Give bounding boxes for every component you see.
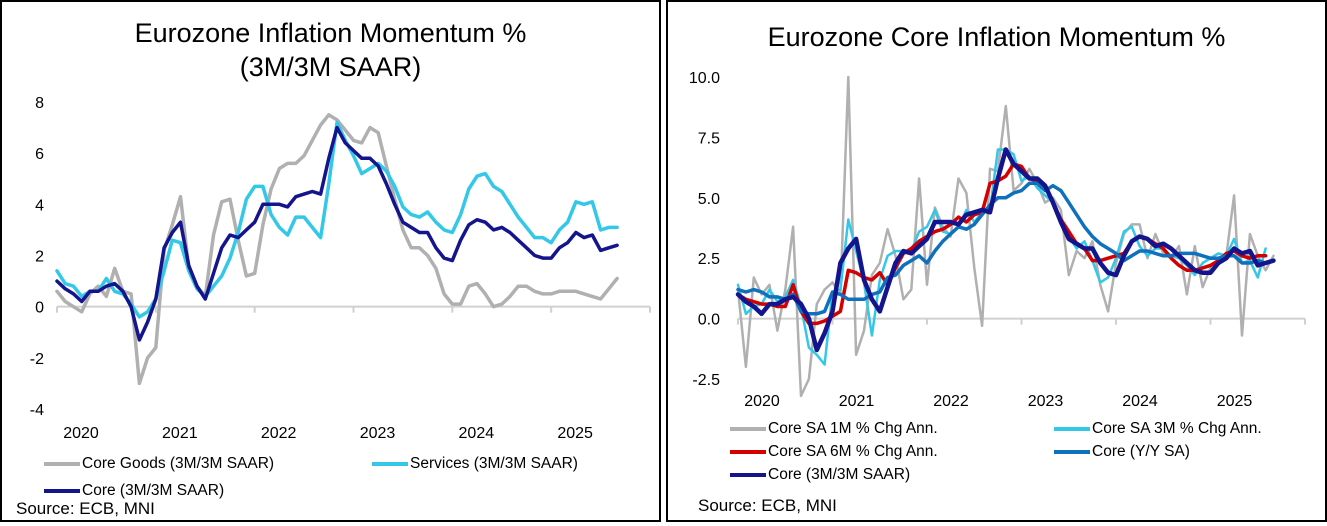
y-tick-label: 4 — [35, 197, 44, 214]
chart-title: Eurozone Core Inflation Momentum % — [767, 22, 1226, 52]
legend-swatch — [44, 462, 80, 466]
legend-label: Core SA 1M % Chg Ann. — [768, 420, 938, 437]
series-line-core-goods-3m-3m-saar — [55, 113, 619, 386]
y-tick-label: 7.5 — [698, 130, 720, 147]
chart-panel-left: Eurozone Inflation Momentum % (3M/3M SAA… — [0, 0, 661, 522]
chart-subtitle: (3M/3M SAAR) — [239, 52, 422, 82]
x-tick-label: 2025 — [1217, 393, 1253, 410]
series-line-core-sa-3m-chg-ann — [736, 148, 1267, 366]
y-tick-label: 2.5 — [698, 251, 720, 268]
chart-title: Eurozone Inflation Momentum % — [134, 18, 527, 48]
legend-item-core-yy: Core (Y/Y SA) — [1054, 443, 1190, 461]
x-tick-label: 2020 — [744, 393, 780, 410]
y-tick-label: 0.0 — [698, 312, 720, 329]
legend-swatch — [730, 450, 766, 454]
y-tick-label: 10.0 — [689, 70, 720, 87]
legend-swatch — [1054, 450, 1090, 454]
x-tick-label: 2023 — [1028, 393, 1064, 410]
series-line-core-3m-3m-saar — [735, 147, 1276, 353]
series-line-core-sa-6m-chg-ann — [736, 162, 1268, 326]
legend-label: Core (Y/Y SA) — [1092, 443, 1190, 460]
legend-label: Core Goods (3M/3M SAAR) — [82, 455, 275, 472]
y-tick-label: -2.5 — [692, 372, 720, 389]
legend-label: Core (3M/3M SAAR) — [768, 466, 911, 483]
source-note: Source: ECB, MNI — [698, 496, 837, 515]
legend-item-core-1m: Core SA 1M % Chg Ann. — [730, 420, 938, 438]
source-note: Source: ECB, MNI — [16, 499, 155, 518]
x-tick-label: 2021 — [839, 393, 875, 410]
x-tick-label: 2025 — [557, 425, 593, 442]
y-tick-label: 5.0 — [698, 191, 720, 208]
legend-item-services: Services (3M/3M SAAR) — [372, 455, 578, 473]
legend-item-core-goods: Core Goods (3M/3M SAAR) — [44, 455, 274, 473]
x-tick-label: 2020 — [63, 425, 99, 442]
series-line-services-3m-3m-saar — [55, 120, 619, 319]
y-tick-label: 8 — [35, 95, 44, 112]
x-tick-label: 2024 — [459, 425, 495, 442]
y-tick-label: 2 — [35, 249, 44, 266]
legend-label: Core SA 3M % Chg Ann. — [1092, 420, 1262, 437]
legend-swatch — [372, 462, 408, 466]
x-tick-label: 2022 — [933, 393, 969, 410]
y-tick-label: 6 — [35, 146, 44, 163]
chart-plot-right: 10.0 7.5 5.0 2.5 0.0 -2.5 2020 2021 2022 2023 2024… — [689, 70, 1306, 410]
legend-item-core-6m: Core SA 6M % Chg Ann. — [730, 443, 938, 461]
legend-label: Core (3M/3M SAAR) — [82, 482, 225, 499]
legend-label: Services (3M/3M SAAR) — [410, 455, 578, 472]
chart-panel-right: Eurozone Core Inflation Momentum % 10.0 7… — [666, 0, 1327, 522]
legend-swatch — [1054, 427, 1090, 431]
y-tick-label: -2 — [30, 351, 44, 368]
legend-item-core: Core (3M/3M SAAR) — [44, 482, 224, 500]
y-tick-label: -4 — [30, 402, 44, 419]
legend-item-core-3m: Core SA 3M % Chg Ann. — [1054, 420, 1262, 438]
x-tick-label: 2024 — [1122, 393, 1158, 410]
chart-plot-left: 8 6 4 2 0 -2 -4 2020 2021 2022 2023 2024 2025 — [30, 95, 651, 442]
series-line-core-3m-3m-saar — [55, 125, 619, 342]
y-tick-label: 0 — [35, 300, 44, 317]
legend-item-core-3m3m: Core (3M/3M SAAR) — [730, 466, 910, 484]
x-tick-label: 2023 — [360, 425, 396, 442]
legend-label: Core SA 6M % Chg Ann. — [768, 443, 938, 460]
x-tick-label: 2022 — [261, 425, 297, 442]
legend-swatch — [44, 489, 80, 493]
legend-swatch — [730, 472, 766, 478]
series-line-core-sa-1m-chg-ann — [736, 75, 1275, 398]
x-tick-label: 2021 — [162, 425, 198, 442]
legend-swatch — [730, 427, 766, 431]
